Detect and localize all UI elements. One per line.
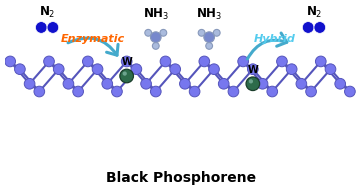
Circle shape: [123, 71, 127, 76]
Circle shape: [131, 64, 142, 74]
Circle shape: [34, 86, 45, 97]
Circle shape: [170, 64, 180, 74]
Circle shape: [160, 29, 167, 36]
Circle shape: [5, 56, 16, 67]
Circle shape: [102, 78, 113, 89]
FancyArrowPatch shape: [247, 33, 287, 59]
Circle shape: [204, 32, 215, 43]
Circle shape: [24, 78, 35, 89]
Circle shape: [111, 86, 122, 97]
Circle shape: [150, 32, 161, 43]
Circle shape: [206, 43, 213, 49]
Circle shape: [141, 78, 151, 89]
Circle shape: [335, 78, 346, 89]
Text: Enzymatic: Enzymatic: [61, 34, 125, 44]
Circle shape: [15, 64, 25, 74]
Circle shape: [82, 56, 93, 67]
Circle shape: [199, 56, 210, 67]
Circle shape: [121, 56, 132, 67]
Circle shape: [219, 78, 229, 89]
Circle shape: [160, 56, 171, 67]
Circle shape: [152, 43, 159, 49]
FancyArrowPatch shape: [68, 38, 118, 55]
Circle shape: [47, 22, 59, 33]
Circle shape: [63, 78, 74, 89]
Circle shape: [306, 86, 317, 97]
Text: Black Phosphorene: Black Phosphorene: [106, 171, 256, 185]
Circle shape: [315, 56, 326, 67]
Circle shape: [180, 78, 190, 89]
Circle shape: [145, 29, 152, 36]
Circle shape: [248, 64, 258, 74]
Circle shape: [73, 86, 83, 97]
Text: W: W: [248, 64, 258, 74]
Text: N$_2$: N$_2$: [39, 5, 55, 20]
Text: NH$_3$: NH$_3$: [143, 7, 169, 22]
Circle shape: [189, 86, 200, 97]
Circle shape: [257, 78, 268, 89]
Circle shape: [36, 22, 47, 33]
Circle shape: [246, 77, 260, 91]
Circle shape: [213, 29, 220, 36]
Circle shape: [44, 56, 54, 67]
Circle shape: [209, 64, 219, 74]
Circle shape: [120, 69, 134, 83]
Text: W: W: [121, 57, 132, 67]
Circle shape: [314, 22, 326, 33]
Text: N$_2$: N$_2$: [306, 5, 322, 20]
Circle shape: [325, 64, 336, 74]
Circle shape: [344, 86, 355, 97]
Text: NH$_3$: NH$_3$: [196, 7, 222, 22]
Circle shape: [228, 86, 239, 97]
Circle shape: [198, 29, 205, 36]
Text: Hybrid: Hybrid: [254, 34, 296, 44]
Circle shape: [150, 86, 161, 97]
Circle shape: [249, 79, 253, 84]
Circle shape: [92, 64, 103, 74]
Circle shape: [302, 22, 314, 33]
Circle shape: [267, 86, 278, 97]
Circle shape: [238, 56, 248, 67]
Circle shape: [53, 64, 64, 74]
Circle shape: [277, 56, 287, 67]
Circle shape: [296, 78, 307, 89]
Circle shape: [286, 64, 297, 74]
